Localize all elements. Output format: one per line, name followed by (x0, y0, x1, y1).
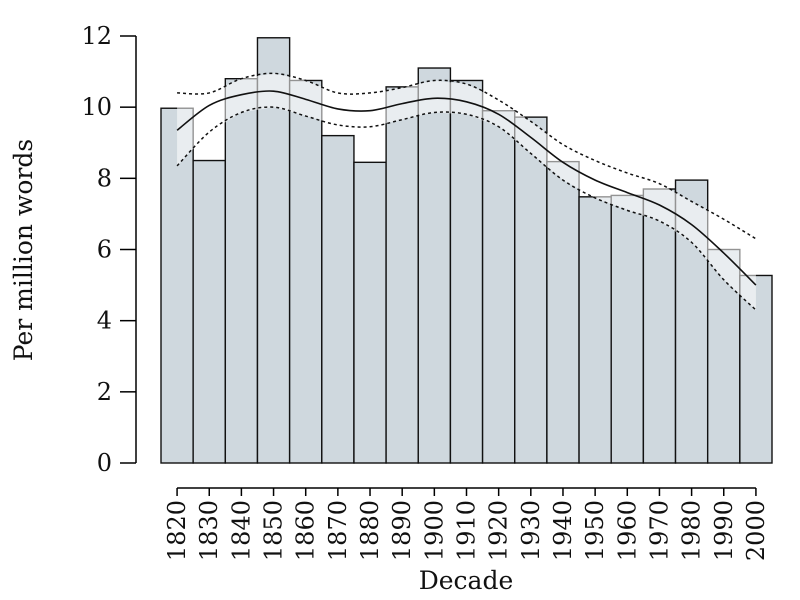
x-tick-label: 1980 (678, 500, 706, 561)
y-axis: 0 2 4 6 8 10 12 (81, 22, 137, 477)
bar-1820 (160, 107, 194, 464)
bar-1880 (353, 161, 387, 464)
bar-1830 (192, 159, 227, 464)
x-tick-label: 1940 (549, 500, 577, 561)
bar-2000 (739, 274, 773, 464)
x-tick-label: 1960 (613, 500, 641, 561)
bar-1870 (321, 134, 355, 464)
bar-1930 (514, 116, 548, 464)
bars (160, 37, 773, 464)
y-tick-label: 8 (97, 164, 112, 192)
y-tick-label: 10 (81, 93, 112, 121)
x-tick-label: 1820 (163, 500, 191, 561)
lower-confidence-line (176, 106, 757, 311)
bar-1940 (546, 160, 580, 464)
y-tick-label: 2 (97, 378, 112, 406)
bar-1920 (481, 110, 516, 464)
x-tick-label: 1830 (195, 500, 223, 561)
y-tick-label: 6 (97, 236, 112, 264)
bar-1840 (224, 77, 259, 464)
x-axis-title: Decade (419, 566, 514, 595)
x-tick-label: 1920 (485, 500, 513, 561)
y-tick-label: 4 (97, 307, 112, 335)
upper-confidence-line (177, 72, 757, 240)
x-tick-label: 1880 (356, 500, 384, 561)
x-tick-label: 1890 (388, 500, 416, 561)
x-tick-label: 1900 (420, 500, 448, 561)
bar-1970 (642, 188, 677, 464)
y-axis-title: Per million words (9, 139, 38, 361)
y-tick-label: 12 (81, 22, 112, 50)
bar-1890 (385, 86, 419, 464)
bar-1860 (288, 79, 323, 464)
x-tick-label: 1860 (292, 500, 320, 561)
x-tick-label: 1840 (227, 500, 255, 561)
y-tick-label: 0 (97, 449, 112, 477)
x-tick-label: 1950 (581, 500, 609, 561)
bar-1990 (706, 248, 741, 464)
bar-1910 (449, 79, 484, 464)
bar-1900 (417, 67, 452, 464)
x-tick-label: 1990 (710, 500, 738, 561)
x-tick-label: 1850 (260, 500, 288, 561)
x-tick-label: 1910 (453, 500, 481, 561)
bar-1960 (610, 194, 645, 464)
smoothed-trend-line (176, 90, 757, 286)
x-tick-label: 1870 (324, 500, 352, 561)
bar-1950 (578, 196, 612, 464)
x-axis: 1820 1830 1840 1850 1860 1870 1880 1890 1900 1910… (163, 487, 770, 561)
x-tick-label: 2000 (742, 500, 770, 561)
x-tick-label: 1970 (645, 500, 673, 561)
x-tick-label: 1930 (517, 500, 545, 561)
smooth-lines (176, 72, 757, 311)
